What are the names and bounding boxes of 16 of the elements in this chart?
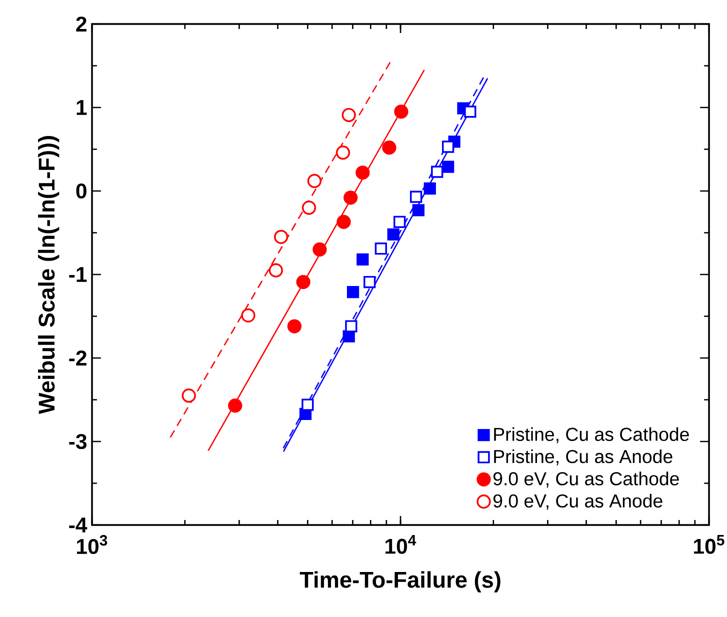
y-axis-title: Weibull Scale (ln(-ln(1-F))): [38, 136, 60, 414]
x-tick-label: 10$^{3}$: [77, 535, 108, 554]
legend-label: 9.0 eV, Cu as Cathode: [493, 472, 679, 488]
x-tick-label: 10$^{5}$: [694, 535, 724, 554]
y-tick-label: -3: [69, 434, 87, 450]
y-tick-label: 0: [76, 183, 86, 199]
y-tick-label: -4: [69, 518, 88, 532]
y-tick-label: 1: [76, 100, 87, 115]
y-tick-label: -2: [69, 350, 86, 366]
x-tick-label: 10$^{4}$: [386, 535, 416, 554]
y-tick-label: -1: [69, 267, 87, 282]
legend-label: Pristine, Cu as Cathode: [494, 427, 689, 444]
y-tick-label: 2: [76, 16, 86, 32]
legend-label: 9.0 eV, Cu as Anode: [493, 494, 662, 510]
legend-label: Pristine, Cu as Anode: [494, 449, 672, 466]
x-axis-title: Time-To-Failure (s): [300, 571, 500, 592]
